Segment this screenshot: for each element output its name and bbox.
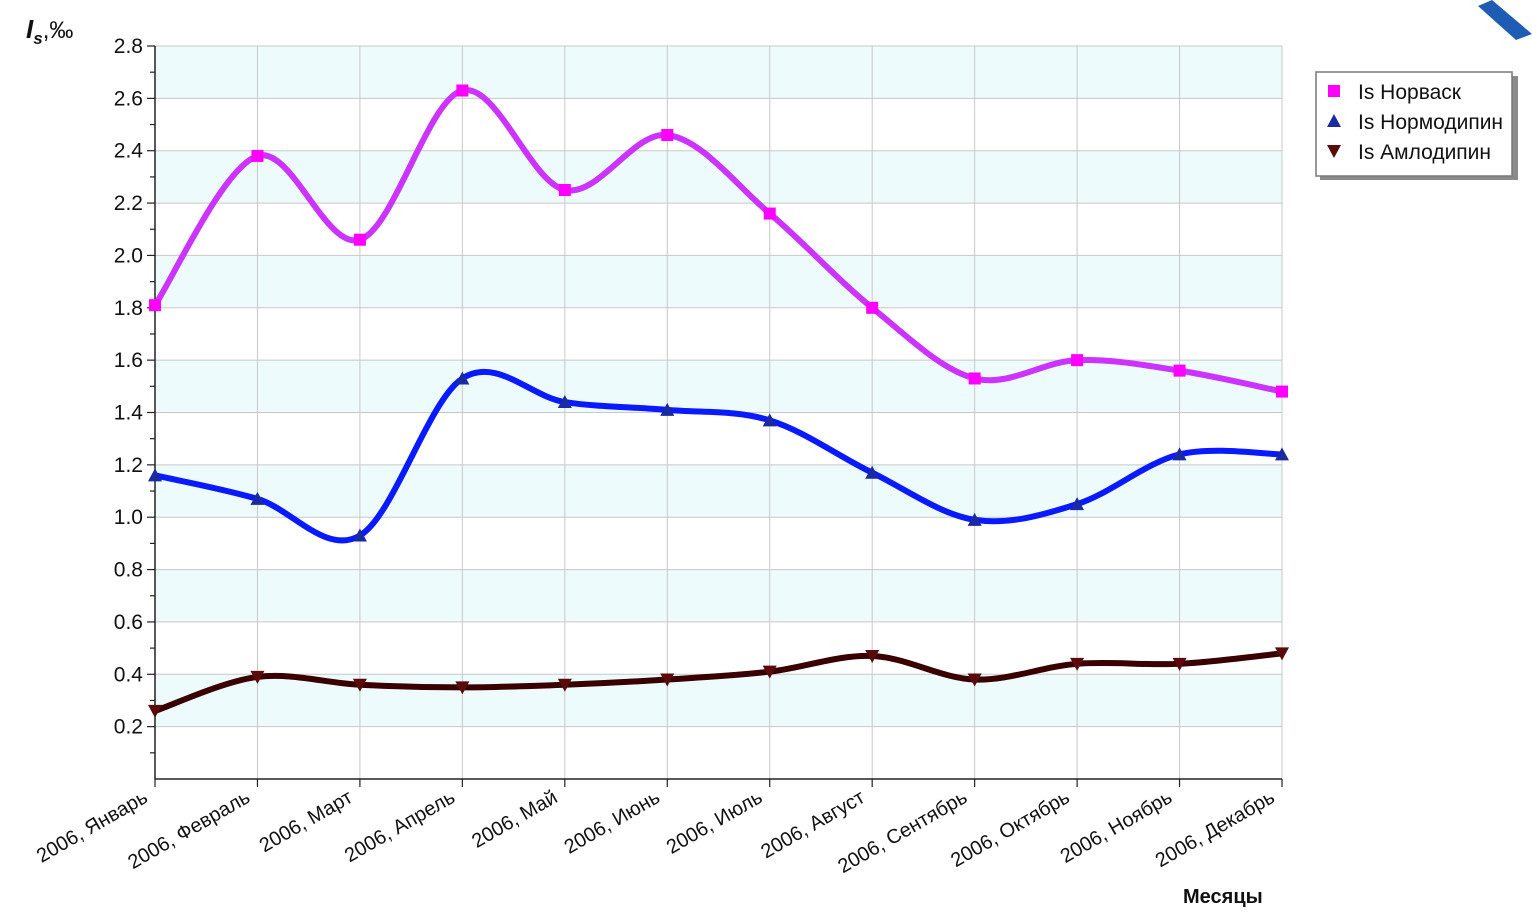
- legend-label-normodipin: Is Нормодипин: [1358, 111, 1503, 134]
- data-point-amlodipin: [1172, 657, 1187, 671]
- y-tick-labels: 0.2 0.4 0.6 0.8 1.0 1.2 1.4 1.6 1.8 2.0 2.2 2.4 2.6 2…: [114, 35, 144, 739]
- y-tick-label: 1.6: [114, 349, 143, 372]
- y-tick-label: 2.6: [114, 87, 143, 110]
- data-point-norvask: [1276, 385, 1288, 398]
- legend-box: [1315, 71, 1513, 177]
- x-tick-label: 2006, Март: [256, 786, 357, 857]
- y-tick-label: 2.2: [114, 192, 143, 215]
- data-point-normodipin: [865, 465, 880, 479]
- data-point-normodipin: [148, 468, 162, 482]
- data-point-amlodipin: [660, 673, 675, 687]
- data-point-norvask: [456, 84, 469, 97]
- data-point-norvask: [558, 183, 571, 196]
- y-tick-label: 1.8: [114, 297, 143, 320]
- x-tick-label: 2006, Май: [468, 786, 561, 852]
- x-axis-label: Месяцы: [1183, 886, 1263, 908]
- plot-band: [155, 46, 1282, 99]
- data-point-normodipin: [1070, 497, 1085, 511]
- data-point-amlodipin: [865, 649, 880, 663]
- series-line-amlodipin: [152, 650, 1285, 714]
- legend-marker-normodipin: [1327, 114, 1341, 127]
- legend-label-norvask: Is Норваск: [1358, 81, 1462, 104]
- plot-band: [155, 255, 1282, 308]
- data-point-norvask: [1071, 354, 1084, 367]
- y-tick-label: 2.4: [114, 140, 144, 163]
- plot-band: [155, 464, 1282, 518]
- plot-band: [155, 360, 1282, 413]
- data-point-amlodipin: [352, 678, 367, 692]
- data-point-normodipin: [557, 395, 572, 409]
- data-point-norvask: [866, 301, 879, 314]
- data-point-norvask: [968, 372, 981, 385]
- data-point-amlodipin: [250, 670, 265, 684]
- data-point-normodipin: [455, 371, 470, 385]
- data-point-amlodipin: [455, 681, 470, 695]
- series-markers: [148, 84, 1289, 718]
- data-point-norvask: [661, 129, 674, 142]
- y-axis-label: Is,‰: [26, 14, 73, 48]
- y-tick-label: 0.8: [114, 559, 143, 582]
- data-point-norvask: [1173, 364, 1186, 377]
- y-tick-label: 1.0: [114, 506, 143, 529]
- data-point-amlodipin: [762, 665, 777, 679]
- data-point-normodipin: [762, 413, 777, 427]
- data-point-normodipin: [967, 512, 982, 526]
- y-tick-label: 0.2: [114, 716, 143, 739]
- data-point-normodipin: [352, 528, 367, 542]
- axes: [147, 45, 1283, 787]
- data-point-normodipin: [1172, 447, 1187, 461]
- legend-marker-amlodipin: [1327, 145, 1341, 158]
- x-tick-label: 2006, Июль: [663, 786, 766, 858]
- x-tick-label: 2006, Апрель: [341, 786, 459, 867]
- data-point-amlodipin: [148, 704, 162, 718]
- legend-marker-norvask: [1328, 85, 1340, 97]
- y-axis-label-subscript: s: [33, 29, 42, 48]
- x-tick-label: 2006, Июнь: [561, 786, 664, 858]
- corner-accent-icon: [1478, 0, 1532, 40]
- plot-band: [155, 150, 1282, 204]
- y-axis-label-main: I: [26, 14, 34, 44]
- y-tick-label: 2.0: [114, 244, 143, 267]
- data-point-amlodipin: [557, 678, 572, 692]
- y-tick-label: 0.6: [114, 611, 143, 634]
- data-point-norvask: [149, 299, 161, 312]
- data-point-normodipin: [250, 491, 265, 505]
- legend-label-amlodipin: Is Амлодипин: [1358, 141, 1491, 164]
- data-point-norvask: [251, 149, 264, 162]
- y-tick-label: 1.4: [114, 402, 144, 425]
- y-tick-label: 0.4: [114, 663, 144, 686]
- data-point-amlodipin: [967, 673, 982, 687]
- y-tick-label: 1.2: [114, 454, 143, 477]
- data-point-normodipin: [660, 402, 675, 416]
- data-point-norvask: [353, 233, 366, 246]
- plot-band: [155, 569, 1282, 622]
- legend: Is Норваск Is Нормодипин Is Амлодипин: [1315, 71, 1518, 180]
- y-tick-label: 2.8: [114, 35, 143, 58]
- data-point-normodipin: [1275, 447, 1289, 461]
- data-point-norvask: [763, 207, 776, 220]
- data-point-amlodipin: [1070, 657, 1085, 671]
- data-point-amlodipin: [1275, 647, 1289, 661]
- y-axis-label-unit: ,‰: [43, 17, 74, 44]
